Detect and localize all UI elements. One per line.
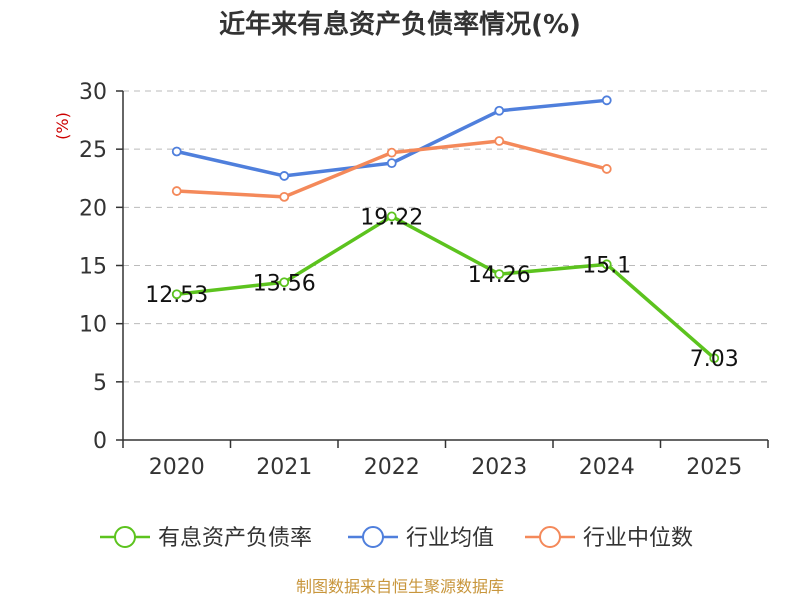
data-point [494, 105, 505, 116]
y-tick-label: 20 [79, 196, 107, 221]
legend-circle-icon [114, 526, 136, 548]
data-point [601, 259, 612, 270]
legend-label: 有息资产负债率 [158, 526, 312, 551]
y-tick-label: 0 [93, 429, 107, 454]
y-tick-label: 10 [79, 313, 107, 338]
x-tick-label: 2025 [686, 455, 742, 480]
x-tick-label: 2024 [579, 455, 635, 480]
legend-label: 行业均值 [406, 526, 494, 551]
data-point [601, 95, 612, 106]
data-point [494, 269, 505, 280]
legend-circle-icon [539, 526, 561, 548]
x-tick-label: 2020 [149, 455, 205, 480]
data-point [171, 289, 182, 300]
y-tick-label: 25 [79, 138, 107, 163]
data-point [279, 277, 290, 288]
chart-title: 近年来有息资产负债率情况(%) [219, 9, 581, 40]
y-axis-label: (%) [53, 112, 72, 140]
data-label: 15.1 [582, 253, 631, 278]
data-point [494, 136, 505, 146]
x-tick-label: 2021 [256, 455, 312, 480]
grid [123, 90, 768, 383]
data-label: 7.03 [690, 347, 739, 372]
data-point [709, 353, 720, 364]
y-tick-label: 15 [79, 255, 107, 280]
data-point [386, 158, 397, 169]
series [171, 95, 720, 364]
data-label: 12.53 [145, 283, 208, 308]
legend-circle-icon [362, 526, 384, 548]
data-label: 19.22 [360, 205, 423, 230]
y-tick-label: 5 [93, 371, 107, 396]
data-point [279, 171, 290, 181]
data-point [386, 147, 397, 158]
source-note: 制图数据来自恒生聚源数据库 [296, 577, 504, 596]
data-point [386, 211, 397, 222]
y-tick-label: 30 [79, 80, 107, 105]
legend-label: 行业中位数 [583, 526, 693, 551]
series-line [176, 214, 716, 360]
legend: 有息资产负债率 行业均值 行业中位数 [100, 526, 693, 551]
data-label: 14.26 [468, 263, 531, 288]
data-point [601, 164, 612, 174]
data-point [279, 191, 290, 202]
data-point [171, 146, 182, 157]
data-label: 13.56 [253, 271, 316, 296]
x-tick-label: 2022 [364, 455, 420, 480]
data-point [171, 186, 182, 196]
data-labels: 12.53 13.56 19.22 14.26 15.1 7.03 [145, 205, 738, 372]
x-tick-label: 2023 [471, 455, 527, 480]
